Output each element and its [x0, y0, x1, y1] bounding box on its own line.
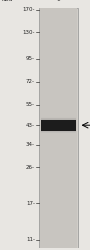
- Bar: [41, 131, 76, 132]
- Text: 170-: 170-: [22, 8, 35, 12]
- Bar: [41, 132, 76, 133]
- Text: 55-: 55-: [26, 102, 35, 107]
- Bar: [41, 131, 76, 132]
- Text: 43-: 43-: [26, 123, 35, 128]
- Text: 1: 1: [57, 0, 60, 2]
- Text: 17-: 17-: [26, 200, 35, 205]
- Text: kDa: kDa: [2, 0, 13, 2]
- Bar: [41, 119, 76, 120]
- Text: 72-: 72-: [26, 80, 35, 84]
- Bar: [41, 131, 76, 132]
- Text: 34-: 34-: [26, 142, 35, 148]
- Bar: [41, 132, 76, 133]
- Bar: [39, 8, 78, 248]
- Bar: [41, 119, 76, 120]
- Text: 130-: 130-: [22, 30, 35, 35]
- Text: 26-: 26-: [26, 165, 35, 170]
- Text: 95-: 95-: [26, 56, 35, 61]
- Text: 11-: 11-: [26, 237, 35, 242]
- Bar: [41, 120, 76, 131]
- Bar: [40, 8, 77, 248]
- Bar: [41, 118, 76, 119]
- Bar: [41, 118, 76, 119]
- Bar: [41, 119, 76, 120]
- Bar: [41, 132, 76, 133]
